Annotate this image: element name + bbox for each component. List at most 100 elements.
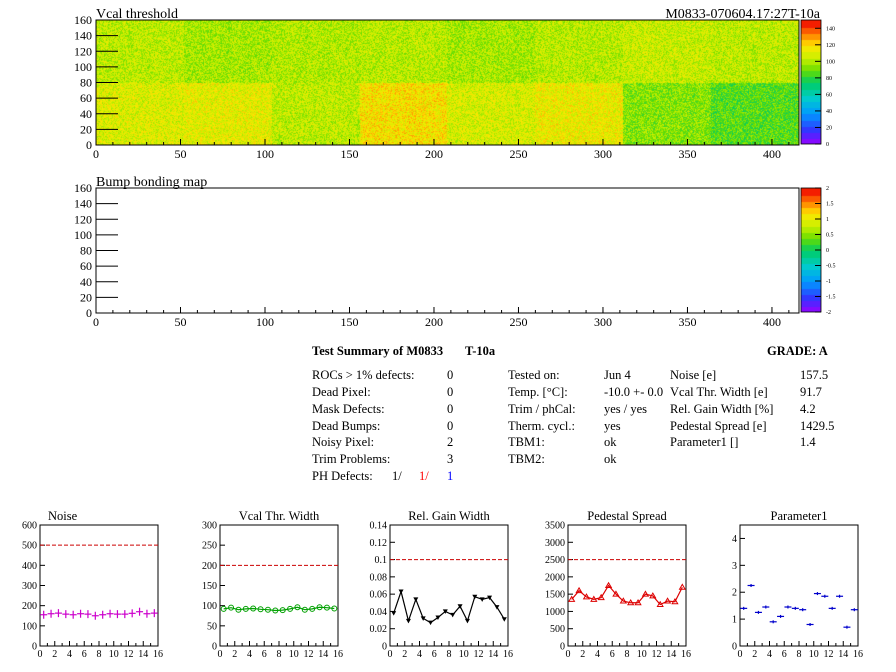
x-tick-label: 14 [318, 649, 328, 660]
defect-value: 0 [447, 402, 454, 416]
grade: GRADE: A [767, 344, 828, 358]
colorbar-tick-label: -1.5 [826, 295, 836, 301]
x-tick-label: 200 [425, 315, 443, 329]
defect-value: 0 [447, 419, 454, 433]
x-tick-label: 250 [509, 147, 527, 161]
y-tick-label: 40 [80, 275, 92, 289]
series-line [223, 606, 335, 612]
y-tick-label: 500 [22, 541, 37, 552]
x-tick-label: 300 [594, 147, 612, 161]
map-axes: 0 50 100 150 200 250 300 350 4000204060801001201… [74, 181, 800, 329]
x-tick-label: 16 [853, 649, 863, 660]
defect-label: ROCs > 1% defects: [312, 368, 415, 382]
x-tick-label: 2 [232, 649, 237, 660]
y-tick-label: 600 [22, 521, 37, 532]
data-point [663, 597, 672, 604]
y-tick-label: 4 [732, 534, 737, 545]
x-tick-label: 10 [809, 649, 819, 660]
condition-value: ok [604, 435, 617, 449]
summary-subtitle: T-10a [465, 344, 496, 358]
chart-title: Parameter1 [771, 509, 828, 523]
result-value: 157.5 [800, 368, 829, 382]
threshold-heatmap-plot [96, 20, 799, 145]
x-tick-label: 4 [767, 649, 772, 660]
y-tick-label: 20 [80, 122, 92, 136]
x-tick-label: 14 [138, 649, 148, 660]
y-tick-label: 500 [550, 624, 565, 635]
data-point [442, 609, 448, 614]
data-point [316, 604, 323, 611]
data-point [391, 611, 397, 616]
x-tick-label: 0 [738, 649, 743, 660]
x-tick-label: 400 [763, 147, 781, 161]
y-tick-label: 400 [22, 561, 37, 572]
y-tick-label: 2000 [545, 572, 565, 583]
y-tick-label: 100 [74, 60, 92, 74]
data-point [242, 605, 249, 612]
x-tick-label: 350 [678, 147, 696, 161]
y-tick-label: 120 [74, 212, 92, 226]
y-tick-label: 3500 [545, 521, 565, 532]
y-tick-label: 0.04 [370, 607, 388, 618]
x-tick-label: 0 [566, 649, 571, 660]
y-tick-label: 0.02 [370, 624, 388, 635]
map-title: Bump bonding map [96, 175, 207, 190]
data-point [264, 606, 271, 613]
colorbar-tick-label: 140 [826, 26, 835, 32]
data-point [235, 606, 242, 613]
data-point [228, 604, 235, 611]
x-tick-label: 250 [509, 315, 527, 329]
defect-label: Dead Bumps: [312, 419, 381, 433]
x-tick-label: 6 [82, 649, 87, 660]
x-tick-label: 10 [109, 649, 119, 660]
chart-frame [389, 524, 509, 647]
x-tick-label: 14 [666, 649, 676, 660]
data-point [279, 607, 286, 614]
result-label: Rel. Gain Width [%] [670, 402, 774, 416]
x-tick-label: 14 [488, 649, 498, 660]
x-tick-label: 8 [277, 649, 282, 660]
x-tick-label: 0 [388, 649, 393, 660]
data-point [250, 605, 257, 612]
x-tick-label: 150 [340, 147, 358, 161]
x-tick-label: 16 [333, 649, 343, 660]
map-axes: 0 50 100 150 200 250 300 350 4000204060801001201… [74, 13, 800, 161]
ph-defects-value-3: 1 [447, 469, 454, 483]
defect-value: 0 [447, 385, 454, 399]
defect-label: Mask Defects: [312, 402, 385, 416]
data-point [450, 612, 456, 618]
data-point [649, 592, 657, 599]
y-tick-label: 60 [80, 259, 92, 273]
y-tick-label: 0 [86, 138, 92, 152]
ph-defects-value-2: 1/ [419, 469, 429, 483]
y-tick-label: 200 [22, 601, 37, 612]
data-point [220, 605, 227, 612]
data-point [582, 593, 591, 600]
y-tick-label: 0.14 [370, 521, 388, 532]
y-tick-label: 2500 [545, 555, 565, 566]
x-tick-label: 0 [93, 147, 99, 161]
condition-label: Therm. cycl.: [508, 419, 575, 433]
data-point [494, 605, 500, 610]
colorbar-tick-label: -0.5 [826, 264, 836, 270]
colorbar-tick-label: 100 [826, 59, 835, 65]
colorbar-ticks: 0 20 40 60 80 100 120 140 [800, 19, 835, 148]
y-tick-label: 100 [202, 601, 217, 612]
x-tick-label: 12 [474, 649, 484, 660]
colorbar-frame [800, 19, 822, 145]
y-tick-label: 0 [732, 642, 737, 653]
colorbar-tick-label: 0 [826, 142, 829, 148]
y-tick-label: 250 [202, 541, 217, 552]
data-point [619, 597, 627, 604]
summary-title: Test Summary of M0833 [312, 344, 444, 358]
data-point [420, 616, 426, 621]
data-point [405, 618, 411, 624]
map-title: Vcal threshold [96, 7, 178, 22]
x-tick-label: 8 [97, 649, 102, 660]
x-tick-label: 12 [124, 649, 134, 660]
series-line [393, 589, 505, 624]
